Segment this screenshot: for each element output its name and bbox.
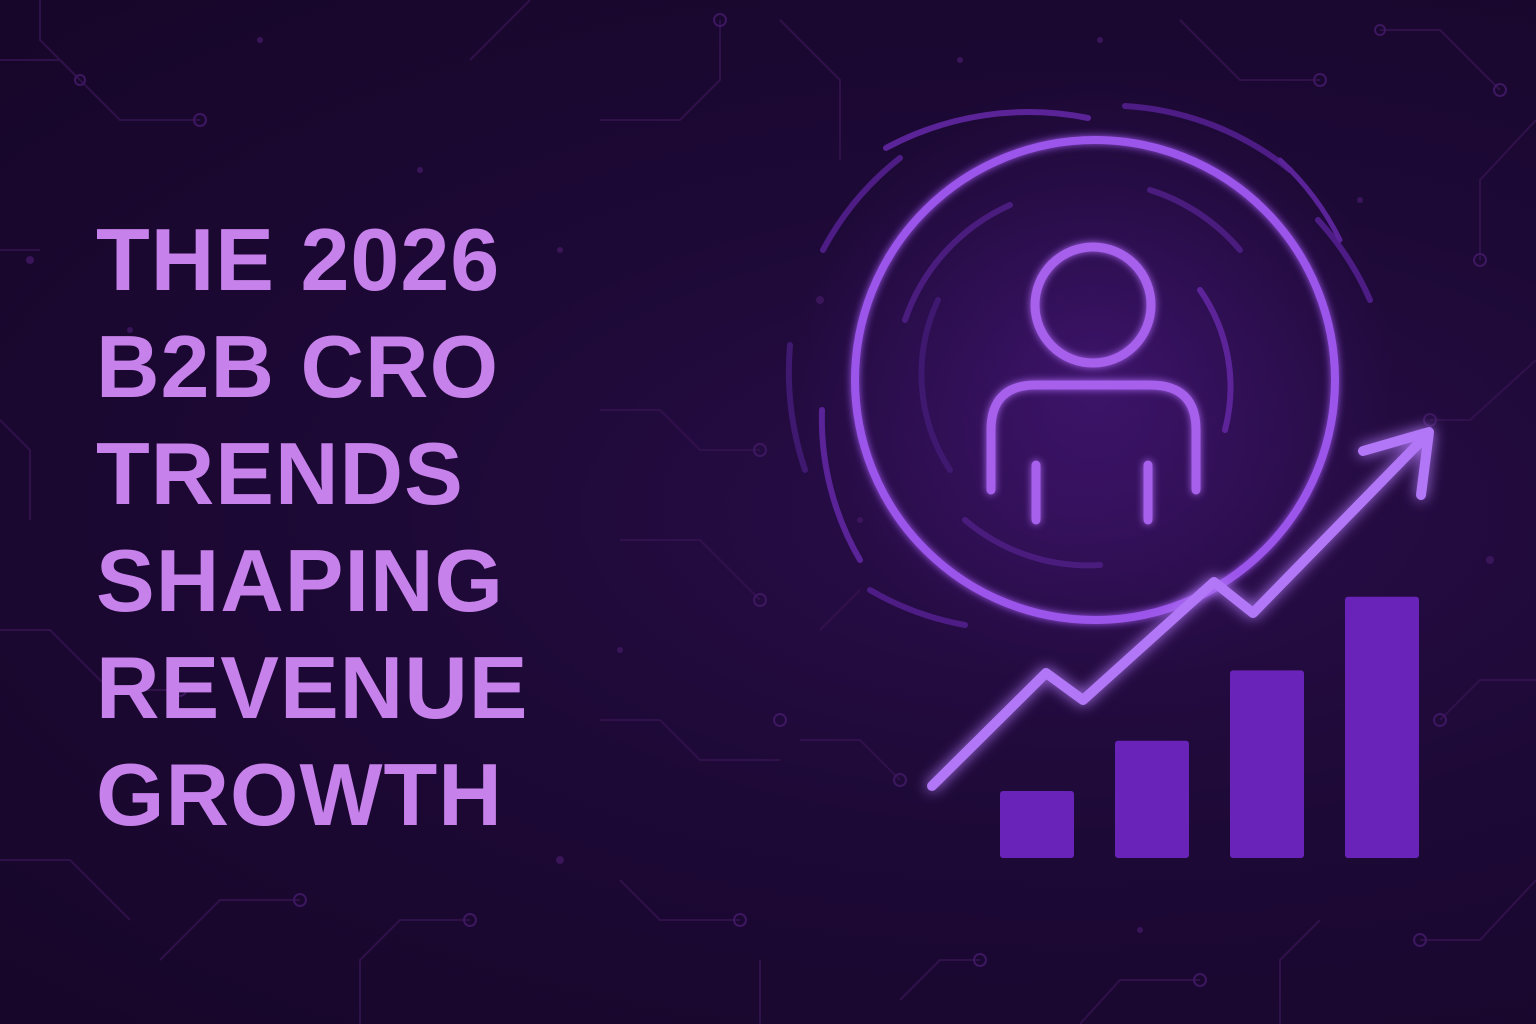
headline: THE 2026 B2B CRO TRENDS SHAPING REVENUE … xyxy=(96,206,528,848)
bar-chart-icon xyxy=(1000,596,1419,858)
headline-line-2: B2B CRO xyxy=(96,317,500,416)
headline-line-5: REVENUE xyxy=(96,638,529,737)
headline-line-6: GROWTH xyxy=(96,745,503,844)
decorative-rings xyxy=(785,103,1373,628)
trend-arrow-icon xyxy=(927,427,1434,791)
headline-line-4: SHAPING xyxy=(96,531,504,630)
bar-1 xyxy=(1000,791,1074,858)
bar-2 xyxy=(1115,740,1189,858)
headline-line-1: THE 2026 xyxy=(96,210,501,309)
bar-4 xyxy=(1345,596,1419,858)
headline-line-3: TRENDS xyxy=(96,424,464,523)
user-icon xyxy=(986,242,1201,525)
bar-3 xyxy=(1230,670,1304,858)
